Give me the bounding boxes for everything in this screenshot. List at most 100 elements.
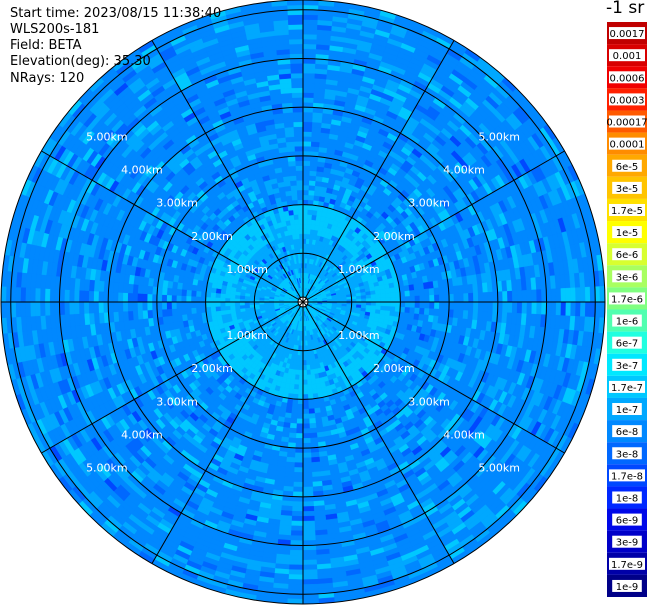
data-cell [306,223,312,230]
data-cell [482,292,489,303]
data-cell [375,293,382,299]
data-cell [295,228,300,235]
data-cell [146,293,153,303]
data-cell [297,389,304,395]
data-cell [302,204,309,210]
data-cell [302,233,307,239]
data-cell [190,301,197,309]
data-cell [468,301,474,312]
data-cell [302,486,314,493]
data-cell [302,457,312,463]
data-cell [502,301,508,313]
data-cell [448,301,455,311]
data-cell [443,301,450,310]
data-cell [299,365,304,371]
data-cell [142,293,148,303]
data-cell [302,228,308,235]
data-cell [181,301,187,309]
data-cell [308,185,316,191]
data-cell [151,293,158,303]
data-cell [302,189,310,196]
data-cell [295,160,304,167]
data-cell [438,301,445,310]
data-cell [296,243,301,249]
data-cell [298,369,304,376]
data-cell [137,284,144,294]
data-cell [122,301,129,312]
data-cell [161,294,168,303]
data-cell [297,194,304,201]
data-cell [428,308,435,316]
data-cell [176,301,182,309]
data-cell [302,180,310,186]
data-cell [137,310,144,320]
data-cell [477,282,484,294]
data-cell [302,399,309,405]
data-cell [142,309,149,320]
data-cell [487,301,494,313]
data-cell [224,305,231,311]
data-cell [310,141,321,148]
data-cell [196,285,203,292]
data-cell [296,180,304,186]
data-cell [291,229,297,235]
data-cell [196,312,203,319]
data-cell [302,111,314,118]
data-cell [309,427,317,434]
data-cell [166,301,172,310]
data-cell [302,199,309,205]
data-cell [305,345,309,351]
data-cell [308,413,316,419]
data-cell [181,295,187,303]
data-cell [295,442,304,449]
data-cell [467,310,474,321]
data-cell [284,131,295,138]
data-cell [384,288,391,294]
data-cell [306,364,311,371]
data-cell [390,301,396,308]
data-cell [434,301,440,310]
data-cell [239,304,246,309]
data-cell [307,214,313,220]
data-cell [305,355,310,361]
data-cell [286,146,296,153]
data-cell [308,189,315,196]
data-cell [210,306,217,312]
data-cell [311,466,322,473]
data-cell [293,121,304,128]
data-cell [234,305,241,310]
data-cell [219,301,226,307]
data-cell [295,170,304,176]
data-cell [146,301,153,311]
data-cell [295,165,304,171]
data-cell [302,476,313,483]
data-cell [234,301,240,306]
data-cell [385,297,391,303]
data-cell [414,307,420,315]
data-cell [311,383,317,390]
data-cell [462,310,469,320]
data-cell [288,437,297,444]
data-cell [365,294,372,299]
data-cell [151,301,158,311]
data-cell [472,283,479,294]
data-cell [438,294,445,303]
data-cell [296,418,304,424]
data-cell [254,304,260,308]
data-cell [294,379,300,385]
data-cell [302,437,311,444]
data-cell [309,160,318,167]
data-cell [186,307,192,315]
data-cell [190,307,197,314]
data-cell [452,285,459,295]
data-cell [302,160,311,167]
data-cell [311,121,323,128]
data-cell [302,496,314,502]
data-cell [313,402,320,409]
data-cell [429,294,435,303]
data-cell [497,301,503,313]
data-cell [400,301,406,308]
data-cell [477,310,484,322]
data-cell [309,170,317,177]
data-cell [438,308,445,317]
